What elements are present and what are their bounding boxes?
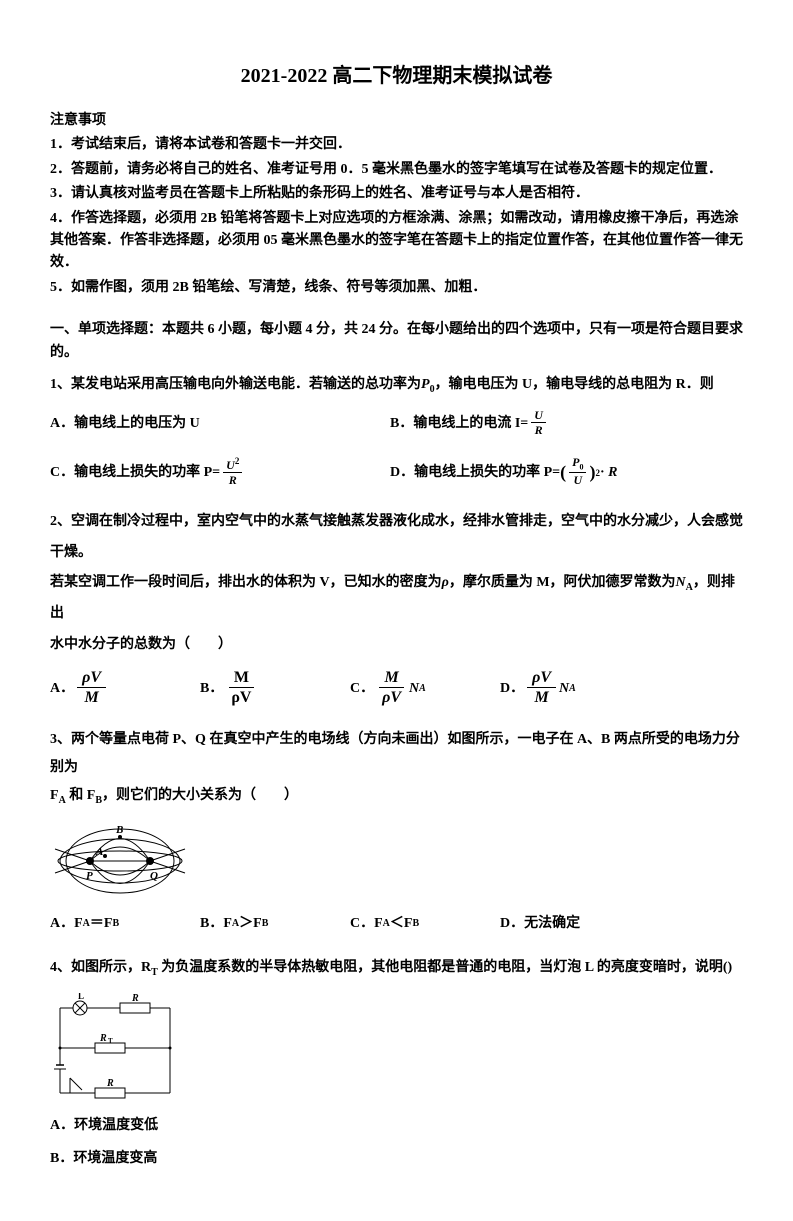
- field-lines-diagram: P Q A B: [50, 821, 190, 901]
- q3b-s2: B: [262, 915, 269, 933]
- svg-text:B: B: [115, 824, 123, 836]
- q2-option-a: A．ρVM: [50, 669, 200, 708]
- q3c-s1: A: [383, 915, 390, 933]
- q4-option-a: A．环境温度变低: [50, 1113, 743, 1138]
- q1-option-c: C．输电线上损失的功率 P= U2R: [50, 456, 390, 488]
- notice-4: 4．作答选择题，必须用 2B 铅笔将答题卡上对应选项的方框涂满、涂黑；如需改动，…: [50, 208, 743, 275]
- circuit-diagram: L R RT R: [50, 993, 190, 1103]
- q3-figure: P Q A B: [50, 821, 743, 901]
- q1-optB-label: B．输电线上的电流 I=: [390, 411, 528, 436]
- q2-option-b: B．MρV: [200, 669, 350, 708]
- q3b-2: ＞F: [239, 911, 262, 936]
- q3-option-c: C．FA＜FB: [350, 911, 500, 936]
- q3c-s2: B: [412, 915, 419, 933]
- q2-line3: 水中水分子的总数为（ ）: [50, 630, 743, 661]
- svg-text:L: L: [78, 993, 84, 1001]
- q3c-2: ＜F: [390, 911, 413, 936]
- q3c-1: C．F: [350, 911, 383, 936]
- q1-optD-label: D．输电线上损失的功率 P=: [390, 460, 560, 485]
- q2-option-d: D．ρVMNA: [500, 669, 650, 708]
- q2-na: N: [676, 575, 686, 590]
- q1-option-d: D．输电线上损失的功率 P= (P0U)2 · R: [390, 456, 730, 488]
- q3b-s1: A: [232, 915, 239, 933]
- svg-text:R: R: [131, 993, 139, 1004]
- q3-t2a: F: [50, 788, 59, 803]
- notice-2: 2．答题前，请务必将自己的姓名、准考证号用 0．5 毫米黑色墨水的签字笔填写在试…: [50, 159, 743, 181]
- q2-line2b: ，摩尔质量为 M，阿伏加德罗常数为: [449, 575, 676, 590]
- q1-option-b: B．输电线上的电流 I= UR: [390, 409, 730, 439]
- q4-text-a: 4、如图所示，R: [50, 960, 151, 975]
- notice-5: 5．如需作图，须用 2B 铅笔绘、写清楚，线条、符号等须加黑、加粗．: [50, 277, 743, 299]
- q3a-1: A．F: [50, 911, 83, 936]
- exam-title: 2021-2022 高二下物理期末模拟试卷: [50, 60, 743, 92]
- q3b-1: B．F: [200, 911, 232, 936]
- q3-option-a: A．FA＝FB: [50, 911, 200, 936]
- q2-na-sub: A: [686, 582, 693, 593]
- svg-text:R: R: [106, 1078, 114, 1089]
- q3a-s2: B: [112, 915, 119, 933]
- svg-text:T: T: [108, 1037, 113, 1045]
- notice-3: 3．请认真核对监考员在答题卡上所粘贴的条形码上的姓名、准考证号与本人是否相符．: [50, 183, 743, 205]
- q1-optC-label: C．输电线上损失的功率 P=: [50, 460, 220, 485]
- q2-option-c: C．MρVNA: [350, 669, 500, 708]
- q1-option-a: A．输电线上的电压为 U: [50, 409, 390, 439]
- svg-text:A: A: [95, 846, 103, 858]
- question-1: 1、某发电站采用高压输电向外输送电能．若输送的总功率为P0，输电电压为 U，输电…: [50, 372, 743, 497]
- notice-1: 1．考试结束后，请将本试卷和答题卡一并交回．: [50, 134, 743, 156]
- svg-text:R: R: [99, 1033, 107, 1044]
- q2-line2a: 若某空调工作一段时间后，排出水的体积为 V，已知水的密度为: [50, 575, 442, 590]
- q4-figure: L R RT R: [50, 993, 743, 1103]
- q3-option-b: B．FA＞FB: [200, 911, 350, 936]
- q4-option-b: B．环境温度变高: [50, 1146, 743, 1171]
- question-4: 4、如图所示，RT 为负温度系数的半导体热敏电阻，其他电阻都是普通的电阻，当灯泡…: [50, 954, 743, 1171]
- q2-line1: 2、空调在制冷过程中，室内空气中的水蒸气接触蒸发器液化成水，经排水管排走，空气中…: [50, 514, 743, 560]
- notice-header: 注意事项: [50, 110, 743, 132]
- svg-text:Q: Q: [150, 870, 158, 882]
- q3-t2c: ，则它们的大小关系为（ ）: [102, 788, 298, 803]
- svg-text:P: P: [86, 870, 93, 882]
- q4-rt-sub: T: [151, 967, 158, 978]
- q3-text: 3、两个等量点电荷 P、Q 在真空中产生的电场线（方向未画出）如图所示，一电子在…: [50, 732, 740, 775]
- question-3: 3、两个等量点电荷 P、Q 在真空中产生的电场线（方向未画出）如图所示，一电子在…: [50, 726, 743, 944]
- q3-t2b: 和 F: [66, 788, 96, 803]
- q3a-2: ＝F: [90, 911, 113, 936]
- section-1-header: 一、单项选择题：本题共 6 小题，每小题 4 分，共 24 分。在每小题给出的四…: [50, 319, 743, 364]
- q1-text-2: ，输电电压为 U，输电导线的总电阻为 R．则: [435, 377, 714, 392]
- q3-fa-sub: A: [59, 795, 66, 806]
- q1-text-1: 1、某发电站采用高压输电向外输送电能．若输送的总功率为: [50, 377, 421, 392]
- q4-text-b: 为负温度系数的半导体热敏电阻，其他电阻都是普通的电阻，当灯泡 L 的亮度变暗时，…: [158, 960, 732, 975]
- q3a-s1: A: [83, 915, 90, 933]
- q3-option-d: D．无法确定: [500, 911, 650, 936]
- question-2: 2、空调在制冷过程中，室内空气中的水蒸气接触蒸发器液化成水，经排水管排走，空气中…: [50, 507, 743, 716]
